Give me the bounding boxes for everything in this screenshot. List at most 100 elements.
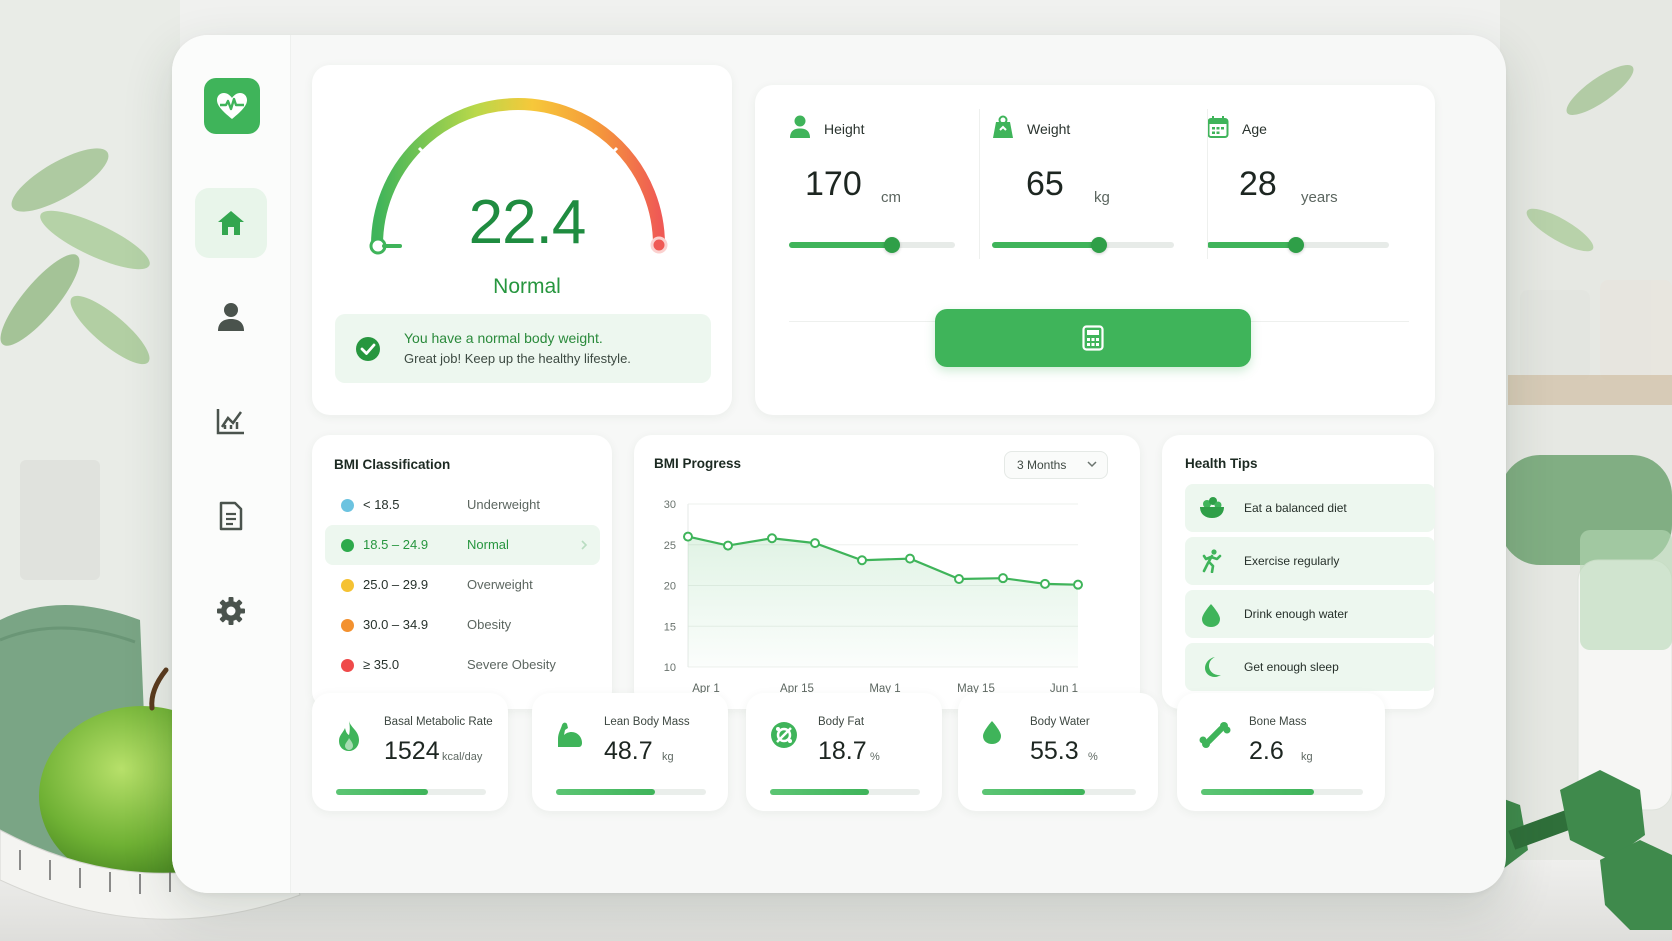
metric-value: 18.7 bbox=[818, 737, 867, 765]
data-point bbox=[723, 540, 733, 551]
divider bbox=[1207, 109, 1208, 259]
measure-slider[interactable] bbox=[992, 237, 1174, 253]
metric-unit: kg bbox=[1301, 751, 1313, 763]
calendar-icon bbox=[1207, 115, 1231, 141]
metric-unit: % bbox=[1088, 751, 1098, 763]
metric-label: Body Water bbox=[1030, 716, 1090, 728]
metric-progress-fill bbox=[556, 789, 655, 795]
series-line bbox=[687, 535, 1079, 586]
slider-fill bbox=[1207, 242, 1297, 248]
metric-progress bbox=[556, 789, 706, 795]
measurements-card: Height 170 cm Weight 65 kg Age 28 years bbox=[755, 85, 1435, 415]
classification-row[interactable]: < 18.5 Underweight bbox=[325, 485, 600, 525]
classification-range: < 18.5 bbox=[363, 497, 400, 512]
nav-documents[interactable] bbox=[195, 481, 267, 551]
measure-height: Height 170 cm bbox=[789, 85, 1017, 285]
metric-card: Body Fat 18.7% bbox=[746, 693, 942, 811]
x-tick-label: Apr 15 bbox=[780, 683, 814, 695]
classification-dot bbox=[341, 619, 354, 632]
measure-value: 28 bbox=[1239, 165, 1277, 203]
classification-range: ≥ 35.0 bbox=[363, 657, 400, 672]
classification-card: BMI Classification < 18.5 Underweight 18.5… bbox=[312, 435, 612, 709]
person-icon bbox=[789, 115, 813, 141]
health-tip-label: Drink enough water bbox=[1244, 607, 1349, 621]
running-icon bbox=[1199, 549, 1225, 574]
range-dropdown-label: 3 Months bbox=[1017, 458, 1067, 472]
metric-card: Lean Body Mass 48.7 kg bbox=[532, 693, 728, 811]
calculate-button[interactable] bbox=[935, 309, 1251, 367]
app-window: 22.4 Normal You have a normal body weigh… bbox=[172, 35, 1506, 893]
bmi-message-title: You have a normal body weight. bbox=[404, 330, 603, 346]
classification-row[interactable]: 18.5 – 24.9 Normal bbox=[325, 525, 600, 565]
nav-profile[interactable] bbox=[195, 282, 267, 352]
y-tick-label: 25 bbox=[664, 540, 676, 552]
health-tip[interactable]: Exercise regularly bbox=[1185, 537, 1435, 585]
chevron-right-icon bbox=[580, 538, 588, 556]
health-tip[interactable]: Drink enough water bbox=[1185, 590, 1435, 638]
metric-progress bbox=[1201, 789, 1363, 795]
metric-card: Body Water 55.3% bbox=[958, 693, 1158, 811]
metric-value: 55.3 bbox=[1030, 737, 1079, 765]
progress-title: BMI Progress bbox=[654, 456, 742, 471]
health-tips-card: Health Tips Eat a balanced diet Exercise … bbox=[1162, 435, 1435, 709]
bmi-status: Normal bbox=[493, 275, 561, 298]
classification-name: Overweight bbox=[467, 577, 533, 592]
slider-handle[interactable] bbox=[1091, 237, 1108, 253]
slider-fill bbox=[992, 242, 1100, 248]
nav-settings[interactable] bbox=[195, 576, 267, 646]
metric-progress-fill bbox=[770, 789, 869, 795]
chart-icon bbox=[216, 409, 244, 435]
metric-progress-fill bbox=[1201, 789, 1315, 795]
sidebar bbox=[172, 35, 291, 893]
measure-unit: kg bbox=[1094, 189, 1110, 206]
health-tip-label: Get enough sleep bbox=[1244, 660, 1339, 674]
measure-slider[interactable] bbox=[1207, 237, 1389, 253]
metric-progress bbox=[336, 789, 486, 795]
measure-slider[interactable] bbox=[789, 237, 955, 253]
x-tick-label: Apr 1 bbox=[692, 683, 720, 695]
nav-reports[interactable] bbox=[195, 386, 267, 456]
nav-home[interactable] bbox=[195, 188, 267, 258]
body-fat-icon bbox=[768, 719, 804, 755]
classification-row[interactable]: 30.0 – 34.9 Obesity bbox=[325, 605, 600, 645]
chevron-down-icon bbox=[1087, 461, 1097, 468]
data-point bbox=[857, 555, 867, 566]
series-area bbox=[688, 536, 1078, 667]
weight-icon bbox=[992, 115, 1016, 141]
metric-value: 1524 bbox=[384, 737, 440, 765]
classification-range: 25.0 – 29.9 bbox=[363, 577, 429, 592]
data-point bbox=[905, 553, 915, 564]
measure-value: 170 bbox=[805, 165, 862, 203]
classification-row[interactable]: ≥ 35.0 Severe Obesity bbox=[325, 645, 600, 685]
health-tip-label: Eat a balanced diet bbox=[1244, 501, 1347, 515]
slider-handle[interactable] bbox=[1288, 237, 1305, 253]
classification-range: 30.0 – 34.9 bbox=[363, 617, 429, 632]
home-icon bbox=[218, 211, 244, 235]
data-point bbox=[998, 573, 1008, 584]
data-point bbox=[683, 531, 693, 542]
metric-label: Body Fat bbox=[818, 716, 865, 728]
slider-handle[interactable] bbox=[883, 237, 900, 253]
water-drop-icon bbox=[980, 719, 1016, 755]
classification-range: 18.5 – 24.9 bbox=[363, 537, 429, 552]
health-tips-title: Health Tips bbox=[1185, 456, 1258, 471]
metric-value: 48.7 bbox=[604, 737, 653, 765]
classification-dot bbox=[341, 499, 354, 512]
salad-bowl-icon bbox=[1199, 496, 1225, 520]
progress-card: BMI Progress 3 Months 10 15 20 25 30 Apr 1 Apr… bbox=[634, 435, 1140, 709]
health-tip-label: Exercise regularly bbox=[1244, 554, 1340, 568]
metric-progress-fill bbox=[336, 789, 428, 795]
classification-title: BMI Classification bbox=[334, 457, 451, 472]
metric-progress bbox=[982, 789, 1136, 795]
range-dropdown[interactable]: 3 Months bbox=[1004, 451, 1108, 479]
health-tip[interactable]: Get enough sleep bbox=[1185, 643, 1435, 691]
classification-row[interactable]: 25.0 – 29.9 Overweight bbox=[325, 565, 600, 605]
health-tip[interactable]: Eat a balanced diet bbox=[1185, 484, 1435, 532]
x-tick-label: Jun 1 bbox=[1050, 683, 1078, 695]
flame-icon bbox=[334, 719, 370, 755]
data-point bbox=[1073, 579, 1083, 590]
heart-pulse-icon[interactable] bbox=[204, 78, 260, 134]
classification-name: Underweight bbox=[467, 497, 540, 512]
gear-icon bbox=[217, 597, 245, 625]
metric-card: Basal Metabolic Rate 1524 kcal/day bbox=[312, 693, 508, 811]
